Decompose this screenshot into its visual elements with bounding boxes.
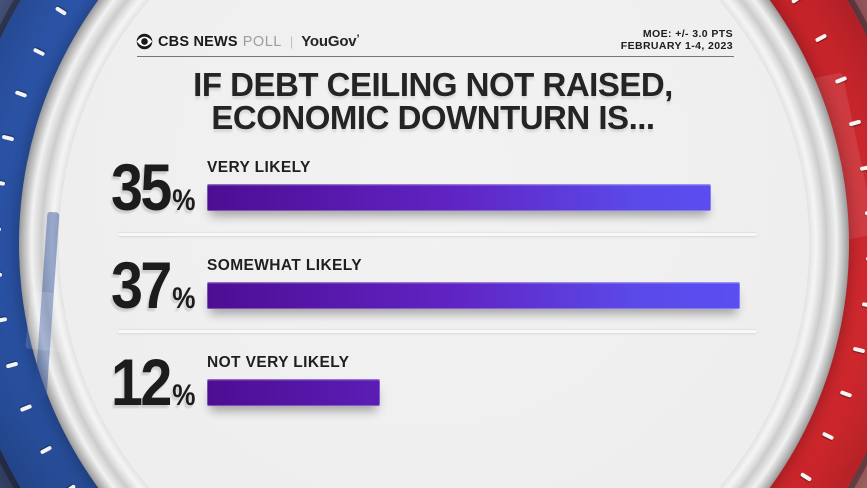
header-rule (137, 56, 734, 57)
row-separator (118, 233, 757, 236)
cbs-eye-icon (136, 33, 153, 50)
category-label-somewhat-likely: SOMEWHAT LIKELY (207, 257, 362, 274)
category-label-not-very-likely: NOT VERY LIKELY (207, 354, 350, 371)
value-digits: 35 (111, 149, 172, 224)
value-35-percent: 35 % (111, 149, 196, 224)
dates-line: FEBRUARY 1-4, 2023 (620, 40, 733, 52)
value-12-percent: 12 % (111, 344, 196, 419)
value-digits: 37 (111, 247, 172, 322)
bar-very-likely (207, 184, 711, 211)
content-panel (58, 0, 809, 488)
percent-sign: % (172, 379, 196, 412)
bar-not-very-likely (207, 379, 380, 406)
row-separator (118, 330, 757, 333)
brand-lockup: CBS NEWS POLL | YouGov’ (136, 33, 359, 50)
poll-label: POLL (242, 33, 282, 50)
value-37-percent: 37 % (111, 247, 196, 322)
chart-title-line1: IF DEBT CEILING NOT RAISED, (193, 66, 673, 103)
yougov-logo: YouGov’ (301, 33, 360, 50)
percent-sign: % (172, 282, 196, 315)
moe-line: MOE: +/- 3.0 PTS (642, 28, 733, 40)
cbs-news-label: CBS NEWS (158, 33, 238, 50)
chart-title-line2: ECONOMIC DOWNTURN IS... (211, 99, 655, 136)
poll-meta: MOE: +/- 3.0 PTS FEBRUARY 1-4, 2023 (621, 28, 733, 52)
bar-somewhat-likely (207, 282, 740, 309)
value-digits: 12 (111, 344, 172, 419)
chart-title: IF DEBT CEILING NOT RAISED, ECONOMIC DOW… (133, 68, 733, 134)
brand-divider: | (289, 34, 294, 49)
category-label-very-likely: VERY LIKELY (207, 159, 311, 176)
percent-sign: % (172, 184, 196, 217)
yougov-tick: ’ (356, 33, 360, 45)
